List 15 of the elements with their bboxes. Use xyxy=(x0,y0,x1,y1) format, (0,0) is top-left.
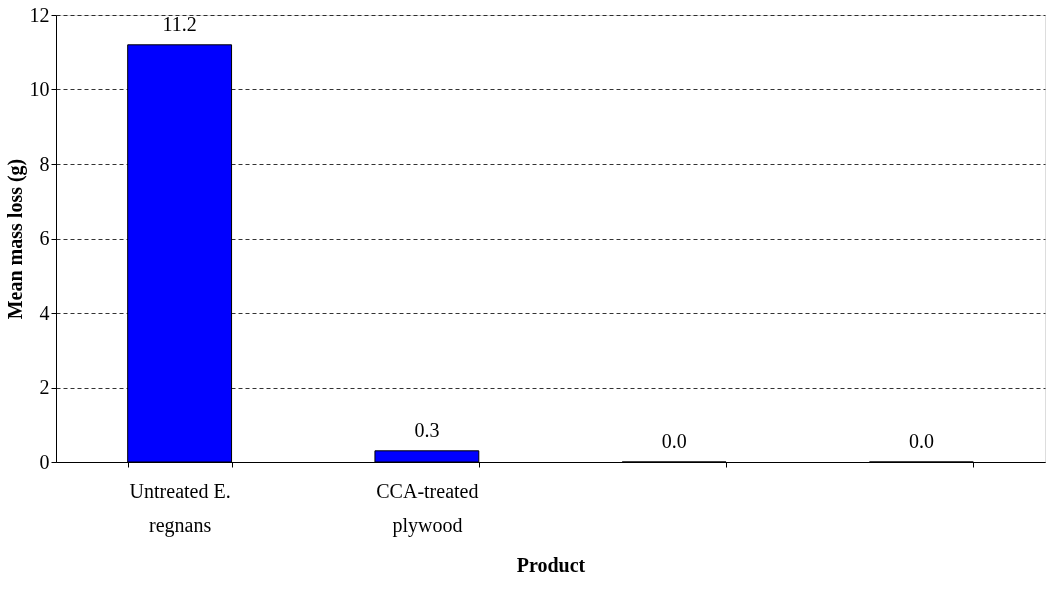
data-label: 0.0 xyxy=(908,430,934,452)
data-label: 0.3 xyxy=(414,418,440,441)
x-tick-label: Untreated E. regnans xyxy=(129,479,231,537)
x-tick-label: CCA-treated plywood xyxy=(376,479,479,537)
y-axis-title: Mean mass loss (g) xyxy=(3,158,27,320)
y-tick-label: 6 xyxy=(39,227,50,249)
x-axis-title: Product xyxy=(516,553,586,576)
data-label: 0.0 xyxy=(661,430,687,452)
y-tick-label: 0 xyxy=(39,450,50,473)
y-tick-label: 12 xyxy=(29,3,50,26)
y-tick-label: 10 xyxy=(29,78,50,100)
y-tick-label: 4 xyxy=(39,301,50,324)
data-label: 11.2 xyxy=(162,12,197,35)
y-tick-label: 8 xyxy=(39,152,50,175)
y-tick-label: 2 xyxy=(39,376,50,398)
